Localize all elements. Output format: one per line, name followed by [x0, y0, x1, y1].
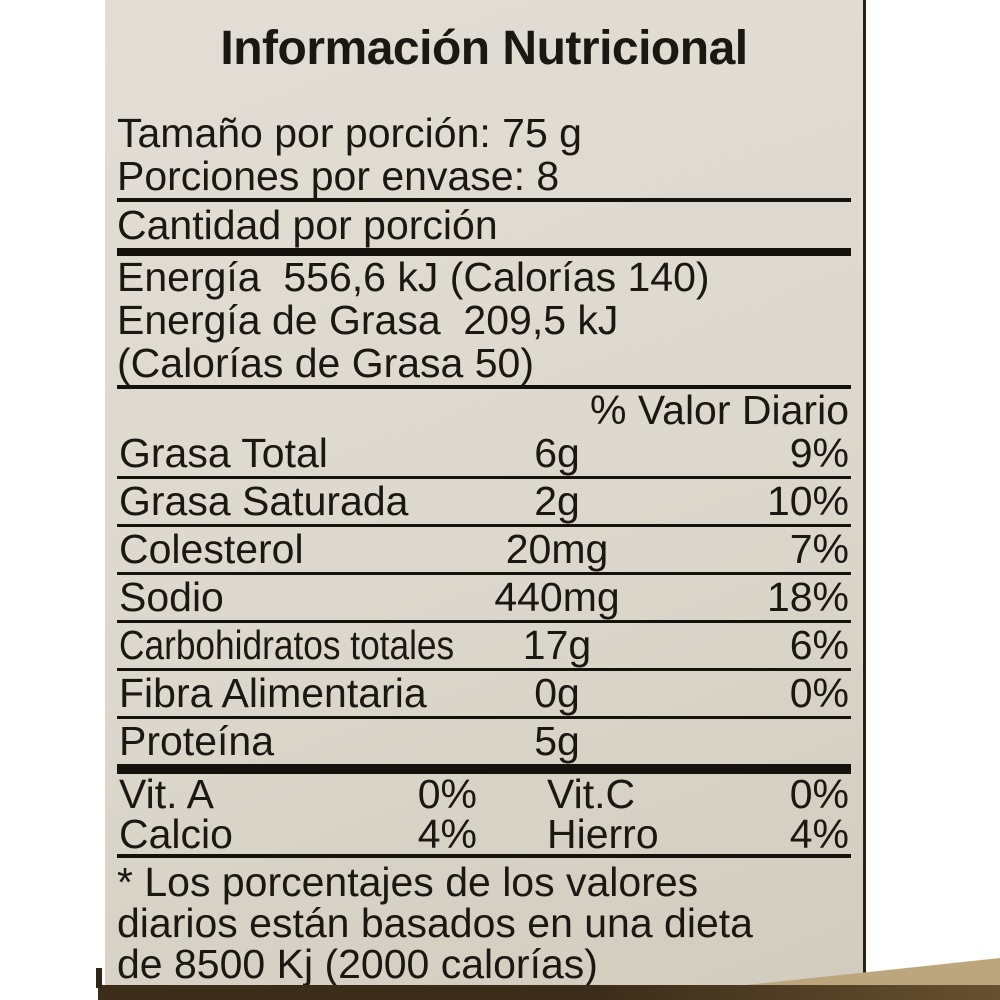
nutrient-dv: 6% [789, 622, 849, 668]
nutrient-name: Proteína [119, 718, 274, 764]
micronutrient-name: Calcio [119, 811, 233, 857]
nutrient-dv: 10% [766, 478, 849, 524]
divider-thick [117, 248, 851, 256]
footnote-line: * Los porcentajes de los valores [117, 859, 699, 905]
nutrient-dv: 7% [789, 526, 849, 572]
micronutrient-value: 0% [417, 771, 477, 817]
nutrient-amount: 0g [534, 670, 580, 716]
nutrient-amount: 2g [534, 478, 580, 524]
nutrient-dv: 18% [766, 574, 849, 620]
micronutrient-row-vitamins: Vit. A 0% Vit.C 0% [117, 771, 851, 817]
nutrient-name: Grasa Total [119, 430, 328, 476]
divider-thin [117, 198, 851, 202]
serving-info: Tamaño por porción: 75 g Porciones por e… [117, 112, 851, 198]
micronutrient-row-minerals: Calcio 4% Hierro 4% [117, 811, 851, 857]
nutrient-amount: 6g [534, 430, 580, 476]
nutrient-amount: 17g [522, 622, 592, 668]
daily-value-header: % Valor Diario [590, 387, 849, 433]
nutrient-row-protein: Proteína 5g [117, 719, 851, 764]
energy-fat-line: Energía de Grasa 209,5 kJ [117, 297, 619, 343]
label-corner-shadow [96, 968, 102, 988]
label-title: Información Nutricional [220, 22, 748, 75]
serving-size: Tamaño por porción: 75 g [117, 110, 582, 156]
nutrient-dv: 0% [789, 670, 849, 716]
micronutrient-value: 4% [417, 811, 477, 857]
nutrient-amount: 440mg [494, 574, 620, 620]
divider-thick [117, 764, 851, 774]
nutrient-name: Carbohidratos totales [119, 622, 455, 668]
daily-value-footnote: * Los porcentajes de los valores diarios… [117, 862, 851, 985]
nutrient-row-total-carbs: Carbohidratos totales 17g 6% [117, 623, 851, 671]
nutrient-row-saturated-fat: Grasa Saturada 2g 10% [117, 479, 851, 527]
micronutrient-value: 0% [789, 771, 849, 817]
divider-thin [117, 854, 851, 858]
energy-line: Energía 556,6 kJ (Calorías 140) [117, 254, 710, 300]
micronutrient-name: Hierro [547, 811, 659, 857]
label-content: Información Nutricional Tamaño por porci… [105, 20, 863, 1000]
footnote-line: diarios están basados en una dieta [117, 900, 753, 946]
nutrient-name: Colesterol [119, 526, 304, 572]
energy-section: Energía 556,6 kJ (Calorías 140) Energía … [117, 256, 851, 385]
servings-per-container: Porciones por envase: 8 [117, 153, 560, 199]
divider-thin [117, 385, 851, 389]
nutrient-amount: 20mg [505, 526, 609, 572]
micronutrient-value: 4% [789, 811, 849, 857]
nutrient-name: Grasa Saturada [119, 478, 409, 524]
nutrient-name: Sodio [119, 574, 224, 620]
footnote-line: de 8500 Kj (2000 calorías) [117, 941, 598, 987]
nutrient-row-total-fat: Grasa Total 6g 9% [117, 431, 851, 479]
micronutrient-name: Vit. A [119, 771, 214, 817]
nutrient-dv: 9% [789, 430, 849, 476]
nutrition-label: Información Nutricional Tamaño por porci… [105, 0, 866, 985]
nutrient-row-cholesterol: Colesterol 20mg 7% [117, 527, 851, 575]
micronutrient-name: Vit.C [547, 771, 636, 817]
nutrient-amount: 5g [534, 718, 580, 764]
nutrient-name: Fibra Alimentaria [119, 670, 427, 716]
nutrient-row-sodium: Sodio 440mg 18% [117, 575, 851, 623]
fat-calories-line: (Calorías de Grasa 50) [117, 340, 535, 386]
amount-per-serving-header: Cantidad por porción [117, 202, 498, 248]
package-bottom-edge [98, 985, 1000, 1000]
nutrient-row-fiber: Fibra Alimentaria 0g 0% [117, 671, 851, 719]
